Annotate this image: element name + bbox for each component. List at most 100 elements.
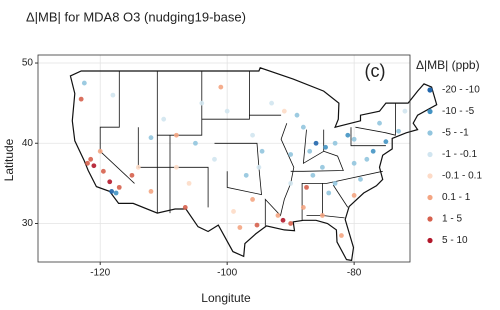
site-point xyxy=(78,96,84,102)
site-point xyxy=(107,179,113,185)
site-point xyxy=(304,184,309,190)
state-border xyxy=(264,123,295,226)
site-point xyxy=(231,209,236,214)
site-point xyxy=(110,92,116,98)
state-border xyxy=(99,71,135,184)
country-outline xyxy=(69,67,438,262)
legend-swatch xyxy=(427,237,433,244)
site-point xyxy=(161,116,167,122)
legend-label: -10 - -5 xyxy=(442,106,475,117)
site-point xyxy=(358,176,363,182)
site-point xyxy=(113,190,119,196)
y-tick-label: 30 xyxy=(22,218,34,229)
site-point xyxy=(281,108,287,114)
state-border xyxy=(350,127,386,147)
site-point xyxy=(288,152,294,157)
site-point xyxy=(402,108,408,114)
state-border xyxy=(332,184,349,208)
site-point xyxy=(269,100,275,106)
site-point xyxy=(148,135,154,141)
site-point xyxy=(332,180,338,186)
y-tick-label: 40 xyxy=(22,138,34,149)
site-point xyxy=(259,148,265,154)
legend-label: -5 - -1 xyxy=(442,128,469,139)
site-point xyxy=(300,205,306,210)
legend-swatch xyxy=(427,151,433,158)
site-point xyxy=(351,160,357,166)
state-border xyxy=(302,129,325,165)
legend-swatch xyxy=(427,87,433,93)
legend-label: 5 - 10 xyxy=(442,235,468,246)
site-point xyxy=(81,80,87,86)
state-border xyxy=(301,170,383,221)
site-point xyxy=(383,139,389,145)
site-point xyxy=(254,222,260,228)
site-point xyxy=(332,140,338,146)
legend-swatch xyxy=(427,216,433,222)
site-point xyxy=(310,172,316,178)
legend-label: 1 - 5 xyxy=(442,214,462,225)
site-point xyxy=(351,193,357,198)
site-point xyxy=(300,124,306,130)
x-tick-label: -80 xyxy=(347,268,362,279)
site-point xyxy=(345,132,351,138)
panel-border xyxy=(37,54,411,263)
site-point xyxy=(173,164,179,170)
site-point xyxy=(288,180,294,186)
state-border xyxy=(290,150,344,172)
site-point xyxy=(275,213,281,218)
legend-swatch xyxy=(427,108,433,115)
site-point xyxy=(339,233,344,238)
site-point xyxy=(109,188,115,194)
site-point xyxy=(88,156,94,162)
site-point xyxy=(250,197,255,202)
site-point xyxy=(186,180,192,186)
site-point xyxy=(85,160,90,166)
site-point xyxy=(182,205,188,210)
legend-label: 0.1 - 1 xyxy=(442,192,471,203)
legend-title: Δ|MB| (ppb) xyxy=(416,58,480,72)
legend-swatch xyxy=(427,194,433,201)
site-point xyxy=(199,100,205,106)
site-point xyxy=(173,132,179,138)
state-border xyxy=(322,215,345,219)
site-point xyxy=(224,108,230,114)
site-point xyxy=(351,136,357,142)
site-point xyxy=(243,172,249,178)
site-point xyxy=(250,132,255,138)
site-point xyxy=(148,188,154,194)
site-point xyxy=(280,217,286,223)
panel-annotation: (c) xyxy=(365,61,386,81)
chart-title: Δ|MB| for MDA8 O3 (nudging19-base) xyxy=(26,9,246,24)
site-point xyxy=(364,156,370,162)
legend-label: -20 - -10 xyxy=(442,85,480,96)
x-tick-label: -120 xyxy=(90,268,110,279)
x-tick-label: -100 xyxy=(217,268,237,279)
site-point xyxy=(91,163,97,169)
legend-swatch xyxy=(427,130,433,136)
site-point xyxy=(129,172,135,178)
site-point xyxy=(370,148,376,154)
site-point xyxy=(396,128,401,134)
state-border xyxy=(355,103,396,136)
state-border xyxy=(201,71,250,120)
legend-swatch xyxy=(427,173,433,179)
site-point xyxy=(326,190,332,196)
y-tick-label: 50 xyxy=(22,58,34,69)
site-point xyxy=(313,140,319,146)
state-border xyxy=(137,127,209,208)
site-point xyxy=(377,120,382,126)
legend-label: -1 - -0.1 xyxy=(442,149,477,160)
site-point xyxy=(97,148,103,154)
site-point xyxy=(237,225,243,230)
site-point xyxy=(307,148,313,154)
site-point xyxy=(218,84,224,90)
state-border xyxy=(214,142,262,196)
site-point xyxy=(212,156,217,162)
site-point xyxy=(256,164,262,170)
x-axis-label: Longitute xyxy=(201,291,251,305)
legend-label: -0.1 - 0.1 xyxy=(442,171,482,182)
site-point xyxy=(323,144,328,150)
site-point xyxy=(319,164,325,170)
